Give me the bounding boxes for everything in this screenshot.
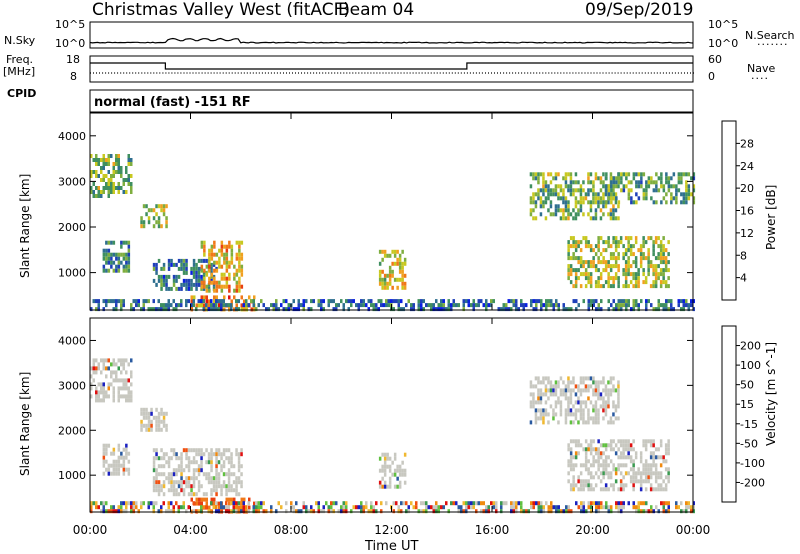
velocity-colorbar-tick-label: 15 xyxy=(740,398,754,411)
velocity-colorbar-tick-label: 100 xyxy=(740,359,761,372)
velocity-colorbar-tick-label: 50 xyxy=(740,379,754,392)
velocity-ytick-label: 3000 xyxy=(58,379,86,392)
power-colorbar-tick-label: 24 xyxy=(740,160,754,173)
velocity-colorbar-frame xyxy=(722,326,736,502)
velocity-ytick-label: 1000 xyxy=(58,469,86,482)
velocity-colorbar-tick-label: 200 xyxy=(740,340,761,353)
xtick-label: 16:00 xyxy=(475,523,510,537)
velocity-ytick-label: 4000 xyxy=(58,334,86,347)
xtick-label: 00:00 xyxy=(73,523,108,537)
xtick-label: 00:00 xyxy=(676,523,711,537)
noise-panel xyxy=(90,22,693,48)
velocity-colorbar-tick-label: -200 xyxy=(740,476,765,489)
noise-sky-trace xyxy=(90,39,693,44)
power-colorbar-tick-label: 16 xyxy=(740,205,754,218)
power-colorbar-frame xyxy=(722,121,736,300)
velocity-colorbar-tick-label: -15 xyxy=(740,418,758,431)
xtick-label: 20:00 xyxy=(575,523,610,537)
xtick-label: 08:00 xyxy=(274,523,309,537)
power-plot-bg xyxy=(90,113,693,310)
power-ytick-label: 3000 xyxy=(58,175,86,188)
velocity-colorbar-tick-label: -50 xyxy=(740,437,758,450)
xtick-label: 04:00 xyxy=(173,523,208,537)
power-ytick-label: 4000 xyxy=(58,130,86,143)
power-colorbar-tick-label: 20 xyxy=(740,182,754,195)
power-colorbar-tick-label: 8 xyxy=(740,249,747,262)
power-colorbar-tick-label: 28 xyxy=(740,137,754,150)
power-ytick-label: 1000 xyxy=(58,267,86,280)
power-ytick-label: 2000 xyxy=(58,221,86,234)
velocity-ytick-label: 2000 xyxy=(58,424,86,437)
power-colorbar-tick-label: 12 xyxy=(740,227,754,240)
freq-trace xyxy=(90,63,693,69)
cpid-panel xyxy=(90,90,693,112)
rti-plot: 1000 2000 3000 4000 4 8 12 16 20 24 28 1000 2000 3000… xyxy=(0,0,800,554)
power-colorbar-tick-label: 4 xyxy=(740,272,747,285)
xtick-label: 12:00 xyxy=(374,523,409,537)
velocity-colorbar-tick-label: -100 xyxy=(740,457,765,470)
